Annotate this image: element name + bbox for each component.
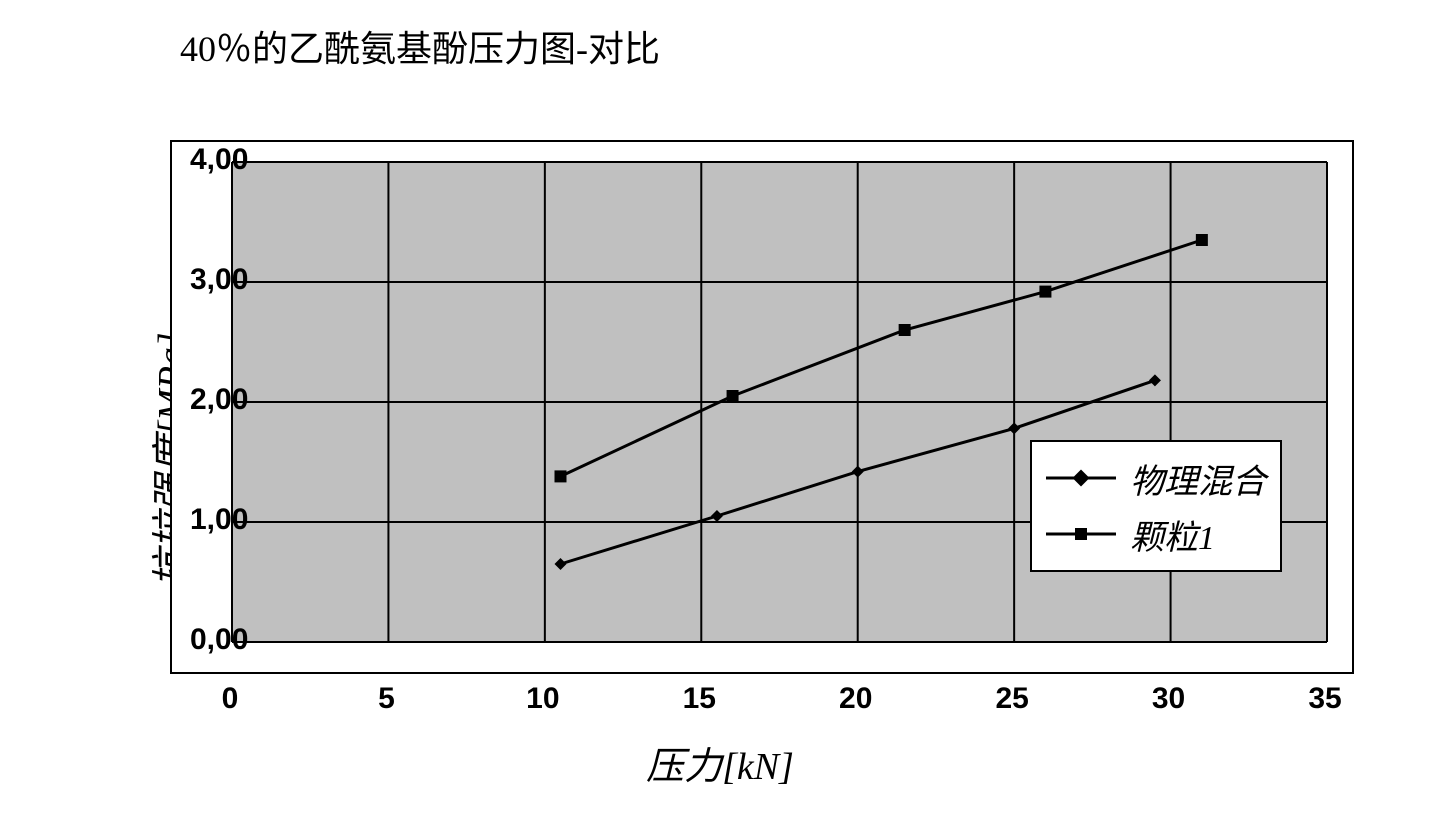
x-tick-label: 15: [683, 682, 716, 716]
legend-label: 物理混合: [1130, 454, 1266, 503]
x-tick-label: 20: [839, 682, 872, 716]
y-tick-label: 1,00: [190, 503, 222, 537]
legend-marker-square-icon: [1046, 532, 1116, 536]
chart-title: 40％的乙酰氨基酚压力图-对比: [180, 20, 660, 72]
x-tick-label: 0: [222, 682, 239, 716]
y-tick-label: 0,00: [190, 623, 222, 657]
x-axis-label: 压力[kN]: [646, 735, 794, 790]
x-tick-label: 25: [995, 682, 1028, 716]
legend-marker-diamond-icon: [1046, 476, 1116, 480]
plot-border: 物理混合 颗粒1: [170, 140, 1354, 674]
x-tick-label: 30: [1152, 682, 1185, 716]
y-tick-label: 4,00: [190, 143, 222, 177]
x-tick-label: 5: [378, 682, 395, 716]
legend: 物理混合 颗粒1: [1030, 440, 1282, 572]
x-tick-label: 35: [1308, 682, 1341, 716]
y-tick-label: 2,00: [190, 383, 222, 417]
x-tick-label: 10: [526, 682, 559, 716]
legend-item: 物理混合: [1046, 450, 1266, 506]
y-tick-label: 3,00: [190, 263, 222, 297]
legend-label: 颗粒1: [1130, 510, 1215, 559]
legend-item: 颗粒1: [1046, 506, 1266, 562]
chart-container: 抗拉强度[MPa] 压力[kN] 物理混合 颗粒1 0,0: [40, 130, 1400, 790]
page-root: 40％的乙酰氨基酚压力图-对比 抗拉强度[MPa] 压力[kN] 物理混合 颗粒…: [0, 0, 1431, 818]
